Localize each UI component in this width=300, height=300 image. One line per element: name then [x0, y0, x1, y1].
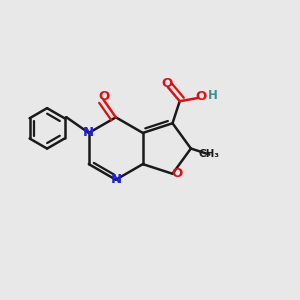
- Text: O: O: [195, 90, 206, 103]
- Text: O: O: [161, 77, 172, 90]
- Text: H: H: [208, 89, 218, 103]
- Text: O: O: [172, 167, 183, 180]
- Text: CH₃: CH₃: [199, 149, 220, 160]
- Text: O: O: [98, 90, 109, 103]
- Text: N: N: [83, 126, 94, 140]
- Text: N: N: [110, 173, 122, 186]
